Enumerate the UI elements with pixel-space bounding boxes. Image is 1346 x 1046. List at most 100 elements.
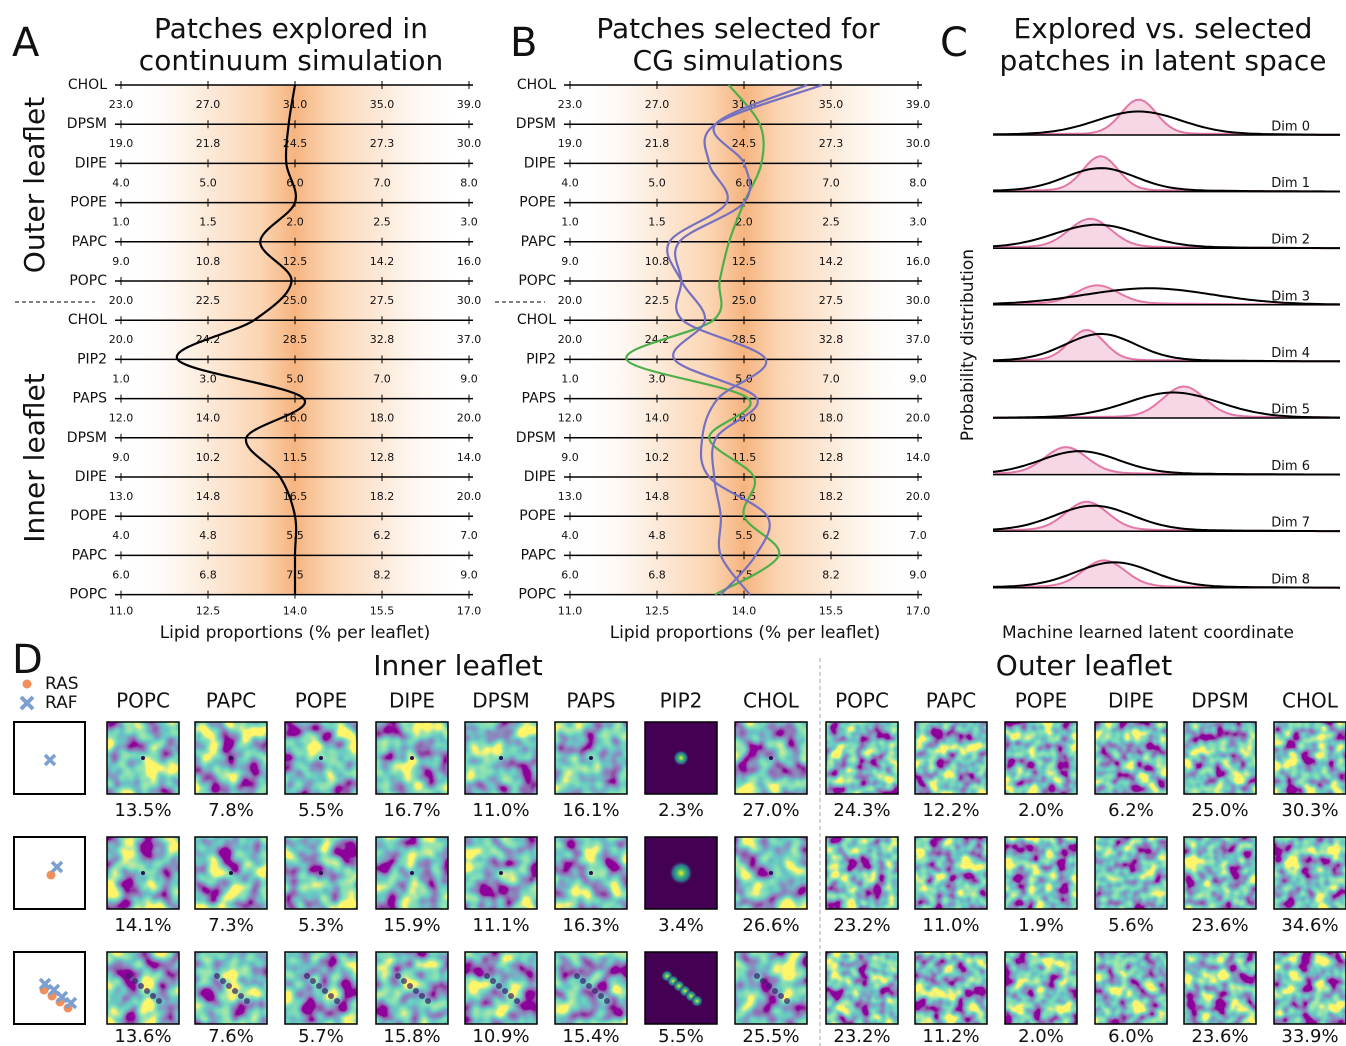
tick-label: 4.0	[112, 176, 130, 189]
tick-label: 16.0	[457, 255, 482, 268]
protein-footprint	[508, 993, 514, 999]
percentage: 15.9%	[383, 915, 440, 936]
tick-label: 11.0	[558, 605, 583, 618]
panel-title: CG simulations	[633, 44, 844, 77]
panel-letter: A	[12, 20, 40, 66]
tick-label: 2.0	[286, 216, 304, 229]
dim-label: Dim 3	[1271, 289, 1310, 304]
tick-label: 15.5	[819, 605, 844, 618]
percentage: 26.6%	[742, 915, 799, 936]
tick-label: 12.8	[819, 451, 844, 464]
column-title: POPC	[835, 689, 889, 713]
leaflet-label: Outer leaflet	[18, 97, 51, 273]
tick-label: 14.2	[370, 255, 395, 268]
tick-label: 14.0	[732, 605, 757, 618]
protein-footprint	[589, 871, 593, 875]
tick-label: 4.0	[112, 529, 130, 542]
axis-name: POPC	[69, 587, 107, 603]
heatmap	[1095, 952, 1167, 1024]
tick-label: 4.8	[199, 529, 217, 542]
panel-title: Patches selected for	[596, 12, 880, 45]
percentage: 5.5%	[658, 1026, 704, 1046]
tick-label: 28.5	[732, 333, 757, 346]
heatmap	[1095, 837, 1167, 909]
heatmap	[915, 952, 987, 1024]
protein-footprint	[334, 998, 340, 1004]
tick-label: 24.5	[732, 137, 757, 150]
tick-label: 9.0	[112, 255, 130, 268]
protein-footprint	[156, 998, 162, 1004]
percentage: 3.4%	[658, 915, 704, 936]
tick-label: 18.0	[370, 412, 395, 425]
protein-footprint	[229, 871, 233, 875]
axis-name: PIP2	[526, 351, 556, 367]
tick-label: 20.0	[457, 490, 482, 503]
tick-label: 20.0	[109, 333, 134, 346]
protein-footprint	[214, 973, 220, 979]
heatmap-spot	[691, 995, 703, 1007]
tick-label: 18.2	[819, 490, 844, 503]
tick-label: 11.0	[109, 605, 134, 618]
tick-label: 21.8	[645, 137, 670, 150]
axis-name: DIPE	[524, 155, 556, 171]
tick-label: 5.0	[648, 176, 666, 189]
heatmap	[1005, 952, 1077, 1024]
protein-footprint	[589, 756, 593, 760]
axis-name: PAPS	[522, 391, 557, 407]
percentage: 2.0%	[1018, 800, 1064, 821]
tick-label: 1.5	[648, 216, 666, 229]
percentage: 2.3%	[658, 800, 704, 821]
tick-label: 35.0	[370, 98, 395, 111]
legend-marker	[23, 680, 32, 689]
panel-letter: C	[940, 20, 968, 66]
protein-footprint	[322, 988, 328, 994]
protein-footprint	[425, 998, 431, 1004]
tick-label: 2.5	[373, 216, 391, 229]
tick-label: 14.2	[819, 255, 844, 268]
axis-name: POPC	[518, 587, 556, 603]
tick-label: 20.0	[558, 294, 583, 307]
percentage: 11.1%	[472, 915, 529, 936]
tick-label: 12.5	[283, 255, 308, 268]
x-axis-label: Machine learned latent coordinate	[1002, 623, 1294, 643]
tick-label: 8.0	[460, 176, 478, 189]
protein-footprint	[760, 978, 766, 984]
tick-label: 6.8	[199, 568, 217, 581]
tick-label: 27.5	[370, 294, 395, 307]
column-title: PAPC	[206, 689, 257, 713]
tick-label: 25.0	[732, 294, 757, 307]
tick-label: 14.8	[645, 490, 670, 503]
percentage: 12.2%	[922, 800, 979, 821]
axis-name: CHOL	[68, 77, 107, 93]
tick-label: 20.0	[906, 412, 931, 425]
column-title: CHOL	[1282, 689, 1339, 713]
axis-name: CHOL	[517, 312, 556, 328]
tick-label: 11.5	[283, 451, 308, 464]
tick-label: 19.0	[558, 137, 583, 150]
percentage: 5.3%	[298, 915, 344, 936]
protein-footprint	[413, 988, 419, 994]
heatmap	[1005, 837, 1077, 909]
heatmap	[826, 837, 898, 909]
tick-label: 19.0	[109, 137, 134, 150]
protein-footprint	[220, 978, 226, 984]
axis-name: CHOL	[68, 312, 107, 328]
tick-label: 20.0	[558, 333, 583, 346]
column-title: POPC	[116, 689, 170, 713]
tick-label: 4.8	[648, 529, 666, 542]
dim-label: Dim 1	[1271, 176, 1310, 191]
protein-footprint	[319, 756, 323, 760]
protein-footprint	[401, 978, 407, 984]
x-axis-label: Lipid proportions (% per leaflet)	[610, 623, 881, 643]
percentage: 23.6%	[1191, 915, 1248, 936]
tick-label: 22.5	[196, 294, 221, 307]
protein-footprint	[592, 988, 598, 994]
panel-letter: D	[12, 637, 43, 683]
percentage: 14.1%	[114, 915, 171, 936]
tick-label: 27.3	[819, 137, 844, 150]
protein-footprint	[244, 998, 250, 1004]
tick-label: 9.0	[460, 568, 478, 581]
tick-label: 1.5	[199, 216, 217, 229]
tick-label: 12.5	[732, 255, 757, 268]
percentage: 23.6%	[1191, 1026, 1248, 1046]
